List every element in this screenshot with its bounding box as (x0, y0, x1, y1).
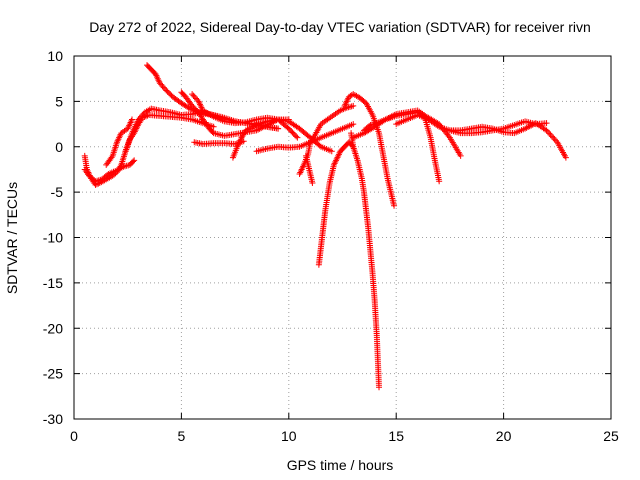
data-point (285, 116, 292, 123)
data-point (185, 104, 192, 111)
data-point (550, 134, 557, 141)
y-tick-label: 10 (47, 48, 63, 64)
y-tick-label: 0 (55, 139, 63, 155)
data-point (189, 91, 196, 98)
data-point (457, 152, 464, 159)
y-tick-label: -10 (43, 230, 63, 246)
series-arc-10 (253, 121, 357, 155)
data-point (160, 84, 167, 91)
data-point (128, 116, 135, 123)
data-point (162, 86, 169, 93)
data-point (546, 130, 553, 137)
series-arc-9 (229, 116, 292, 161)
y-axis-label: SDTVAR / TECUs (4, 182, 20, 294)
data-point (164, 88, 171, 95)
x-tick-label: 20 (496, 428, 512, 444)
data-point (138, 113, 145, 120)
data-point (165, 90, 172, 97)
chart-title: Day 272 of 2022, Sidereal Day-to-day VTE… (89, 19, 591, 35)
data-point (131, 157, 138, 164)
data-point (547, 131, 554, 138)
data-point (130, 158, 137, 165)
axis-ticks: 0 5 10 15 20 25 -30 -25 -20 -15 -10 -5 0 5 10 (43, 48, 619, 444)
series-arc-3 (103, 116, 135, 168)
data-point (159, 83, 166, 90)
data-point (350, 121, 357, 128)
data-point (376, 384, 383, 391)
series-arc-14 (348, 130, 383, 391)
data-point (193, 106, 200, 113)
x-tick-label: 10 (281, 428, 297, 444)
series-arc-2 (81, 157, 138, 185)
data-point (136, 115, 143, 122)
x-tick-label: 25 (603, 428, 619, 444)
x-tick-label: 0 (70, 428, 78, 444)
x-axis-label: GPS time / hours (287, 457, 394, 473)
data-point (551, 136, 558, 143)
y-tick-label: 5 (55, 93, 63, 109)
data-point (156, 80, 163, 87)
x-tick-label: 15 (388, 428, 404, 444)
data-point (366, 123, 373, 130)
y-tick-label: -15 (43, 275, 63, 291)
data-point (543, 120, 550, 127)
data-point (135, 116, 142, 123)
data-point (191, 94, 198, 101)
series-arc-13 (315, 139, 357, 268)
y-tick-label: -30 (43, 411, 63, 427)
data-point (293, 133, 300, 140)
data-point (544, 128, 551, 135)
data-point (562, 154, 569, 161)
data-point (350, 102, 357, 109)
data-point (158, 81, 165, 88)
data-point (210, 123, 217, 130)
data-point (167, 91, 174, 98)
data-point (543, 127, 550, 134)
series-arc-12 (302, 152, 316, 187)
data-point (104, 172, 111, 179)
data-point (548, 133, 555, 140)
data-point (139, 112, 146, 119)
y-tick-label: -5 (51, 184, 64, 200)
series-arc-11 (296, 102, 357, 177)
data-point (193, 95, 200, 102)
series-arc-18 (393, 111, 569, 161)
x-tick-label: 5 (178, 428, 186, 444)
series-arc-19 (446, 118, 550, 137)
data-point (189, 102, 196, 109)
plot-frame (73, 55, 612, 420)
data-point (552, 137, 559, 144)
data-point (191, 105, 198, 112)
data-point (190, 104, 197, 111)
data-point (436, 178, 443, 185)
series-arc-15 (341, 91, 398, 209)
data-points (81, 62, 569, 391)
data-point (309, 180, 316, 187)
data-point (328, 148, 335, 155)
data-point (163, 87, 170, 94)
data-point (275, 125, 282, 132)
data-point (294, 134, 301, 141)
data-point (391, 202, 398, 209)
data-point (190, 92, 197, 99)
data-point (316, 142, 323, 149)
y-tick-label: -25 (43, 366, 63, 382)
y-tick-label: -20 (43, 320, 63, 336)
